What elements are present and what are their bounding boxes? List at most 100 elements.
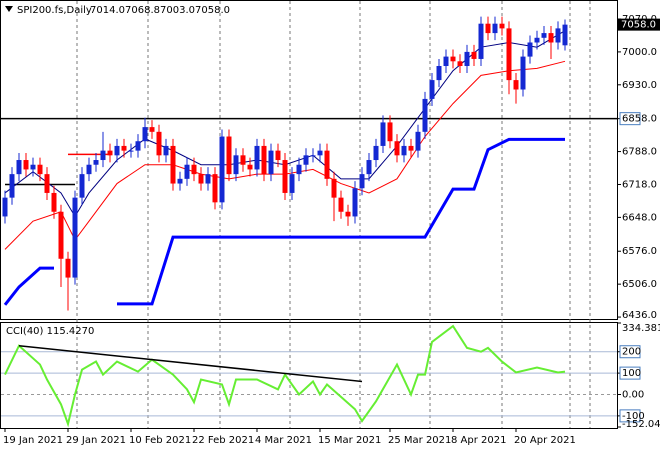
candle-body: [506, 28, 512, 81]
candle-body: [282, 160, 288, 193]
candle-body: [254, 145, 260, 170]
x-tick-label: 22 Feb 2021: [192, 435, 254, 446]
candle-body: [51, 192, 57, 212]
candle-body: [401, 145, 407, 156]
level-label-box: [619, 112, 641, 126]
candle-body: [79, 174, 85, 198]
candle-body: [422, 98, 428, 132]
candle-body: [268, 150, 274, 175]
candle-body: [72, 197, 78, 278]
y-tick-label: -100: [622, 411, 645, 422]
candle-body: [380, 122, 386, 146]
cci-title: CCI(40) 115.4270: [6, 326, 94, 337]
candle-body: [65, 258, 71, 278]
candle-body: [359, 174, 365, 189]
x-tick-label: 4 Mar 2021: [255, 435, 312, 446]
candle-body: [37, 164, 43, 175]
symbol: SPI200.fs,Daily: [17, 5, 92, 16]
candle-body: [324, 150, 330, 179]
candle-body: [387, 122, 393, 142]
low-price: 7003.0: [160, 5, 195, 16]
candle-body: [212, 174, 218, 203]
x-tick-label: 25 Mar 2021: [388, 435, 451, 446]
plot: [1, 16, 617, 428]
candle-body: [2, 197, 8, 217]
candle-body: [478, 23, 484, 59]
candle-body: [408, 145, 414, 151]
vertical-grid: [76, 1, 591, 428]
candle-body: [142, 127, 148, 142]
candle-body: [373, 145, 379, 161]
y-tick-label: 334.3816: [622, 323, 660, 334]
y-tick-label: 7000.0: [622, 47, 657, 58]
candle-body: [464, 51, 470, 66]
candle-body: [226, 136, 232, 175]
candle-body: [198, 174, 204, 184]
candle-body: [114, 145, 120, 156]
candle-body: [219, 136, 225, 203]
y-tick-label: 6436.0: [622, 310, 657, 321]
candle-body: [275, 150, 281, 161]
level-label-box: [619, 345, 641, 359]
high-price: 7068.8: [125, 5, 160, 16]
x-tick-label: 20 Apr 2021: [514, 435, 576, 446]
candle-body: [121, 145, 127, 151]
y-tick-label: 100: [622, 368, 641, 379]
candle-body: [534, 37, 540, 43]
candle-body: [289, 174, 295, 193]
candle-body: [191, 164, 197, 175]
candle-body: [86, 164, 92, 175]
indicator-line: [4, 324, 566, 428]
candle-body: [240, 155, 246, 165]
candle-body: [352, 188, 358, 217]
candle-body: [100, 150, 106, 161]
y-tick-label: -152.042: [622, 419, 660, 430]
x-tick-label: 19 Jan 2021: [3, 435, 63, 446]
candle-body: [205, 174, 211, 184]
candle-body: [436, 66, 442, 81]
candle-body: [184, 164, 190, 179]
candle-body: [485, 23, 491, 34]
candle-body: [30, 164, 36, 170]
candle-body: [317, 150, 323, 156]
candle-body: [135, 141, 141, 151]
candle-body: [499, 23, 505, 29]
candle-body: [415, 131, 421, 151]
candle-body: [527, 42, 533, 57]
candle-body: [562, 24, 568, 46]
x-tick-label: 15 Mar 2021: [318, 435, 381, 446]
x-tick-label: 29 Jan 2021: [66, 435, 126, 446]
indicator-line: [3, 137, 565, 306]
candle-body: [128, 150, 134, 152]
candle-body: [345, 211, 351, 217]
candle-body: [443, 56, 449, 66]
candle-body: [394, 141, 400, 156]
candle-body: [541, 33, 547, 38]
cci-pane: [0, 322, 618, 429]
candle-body: [520, 56, 526, 90]
y-tick-label: 6576.0: [622, 246, 657, 257]
candle-body: [170, 145, 176, 184]
y-tick-label: 6506.0: [622, 279, 657, 290]
candle-body: [310, 155, 316, 157]
y-tick-label: 6930.0: [622, 80, 657, 91]
level-label-box: [619, 366, 641, 380]
candle-body: [163, 145, 169, 156]
candle-body: [366, 160, 372, 175]
y-tick-label: 6718.0: [622, 179, 657, 190]
candle-body: [331, 178, 337, 198]
price-pane: [0, 0, 618, 320]
candle-body: [338, 197, 344, 212]
y-tick-label: 6648.0: [622, 212, 657, 223]
indicator-line: [18, 344, 363, 383]
candle-body: [261, 145, 267, 175]
candle-body: [23, 160, 29, 170]
candle-body: [177, 178, 183, 184]
candle-body: [93, 160, 99, 165]
candle-body: [107, 150, 113, 156]
menu-arrow[interactable]: [5, 6, 13, 12]
close-price: 7058.0: [195, 5, 230, 16]
candle-body: [233, 155, 239, 175]
candle-body: [156, 131, 162, 156]
